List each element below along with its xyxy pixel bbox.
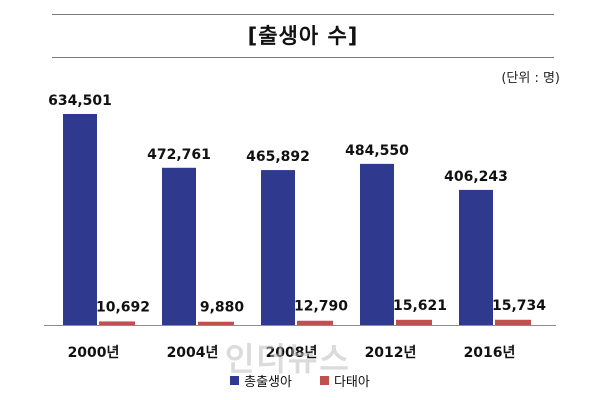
legend-swatch-multiple-births [319,376,329,385]
legend-label-total-births: 총출생아 [244,375,292,390]
category-label: 2004년 [167,345,219,361]
value-label-multiple-births: 9,880 [200,300,245,316]
bar-multiple-births [495,319,531,325]
bar-total-births [162,167,196,325]
legend-swatch-total-births [230,376,240,385]
bar-total-births [360,163,394,325]
value-label-total-births: 472,761 [147,147,211,163]
bar-total-births [261,170,295,325]
category-label: 2008년 [266,345,318,361]
chart-title: [출생아 수] [247,24,359,48]
legend-item-multiple-births: 다태아 [319,371,370,390]
value-label-total-births: 465,892 [246,149,310,165]
bar-multiple-births [396,319,432,325]
title-bottom-rule [52,57,554,58]
value-label-multiple-births: 15,734 [492,298,546,314]
title-top-rule [52,14,554,15]
bar-multiple-births [198,321,234,325]
value-label-total-births: 484,550 [345,143,409,159]
bar-multiple-births [99,321,135,325]
category-label: 2016년 [464,345,516,361]
unit-note: (단위 : 명) [501,71,560,86]
legend: 총출생아 다태아 [0,371,600,390]
value-label-total-births: 634,501 [48,93,112,109]
category-label: 2012년 [365,345,417,361]
bar-multiple-births [297,320,333,325]
value-label-total-births: 406,243 [444,169,508,185]
category-label: 2000년 [68,345,120,361]
value-label-multiple-births: 10,692 [96,299,150,315]
value-label-multiple-births: 12,790 [294,299,348,315]
legend-label-multiple-births: 다태아 [333,375,370,390]
bar-total-births [459,189,493,325]
legend-item-total-births: 총출생아 [230,371,292,390]
value-label-multiple-births: 15,621 [393,298,447,314]
bar-total-births [63,114,97,325]
